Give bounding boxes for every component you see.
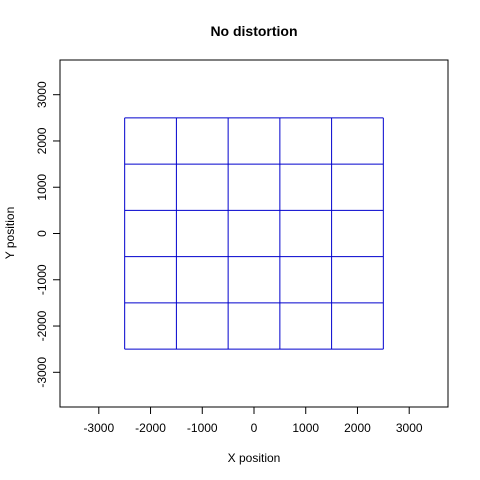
distortion-grid: [124, 117, 384, 350]
y-tick-label-5: 2000: [35, 127, 49, 154]
x-axis: -3000 -2000 -1000 0 1000 2000 3000: [83, 406, 423, 435]
y-tick-label-6: 3000: [35, 81, 49, 108]
y-tick-label-3: 0: [35, 230, 49, 237]
x-tick-label-0: -3000: [83, 421, 114, 435]
x-axis-label: X position: [228, 451, 281, 465]
y-tick-label-0: -3000: [35, 357, 49, 388]
y-tick-label-4: 1000: [35, 174, 49, 201]
y-tick-label-1: -2000: [35, 310, 49, 341]
x-tick-label-6: 3000: [396, 421, 423, 435]
y-axis-label: Y position: [3, 207, 17, 259]
y-tick-label-2: -1000: [35, 264, 49, 295]
x-tick-label-1: -2000: [135, 421, 166, 435]
x-tick-label-5: 2000: [344, 421, 371, 435]
x-tick-label-2: -1000: [187, 421, 218, 435]
plot-frame: [59, 59, 449, 408]
y-axis: -3000 -2000 -1000 0 1000 2000 3000: [35, 81, 61, 388]
chart-title: No distortion: [210, 23, 297, 39]
x-tick-label-4: 1000: [292, 421, 319, 435]
x-tick-label-3: 0: [251, 421, 258, 435]
